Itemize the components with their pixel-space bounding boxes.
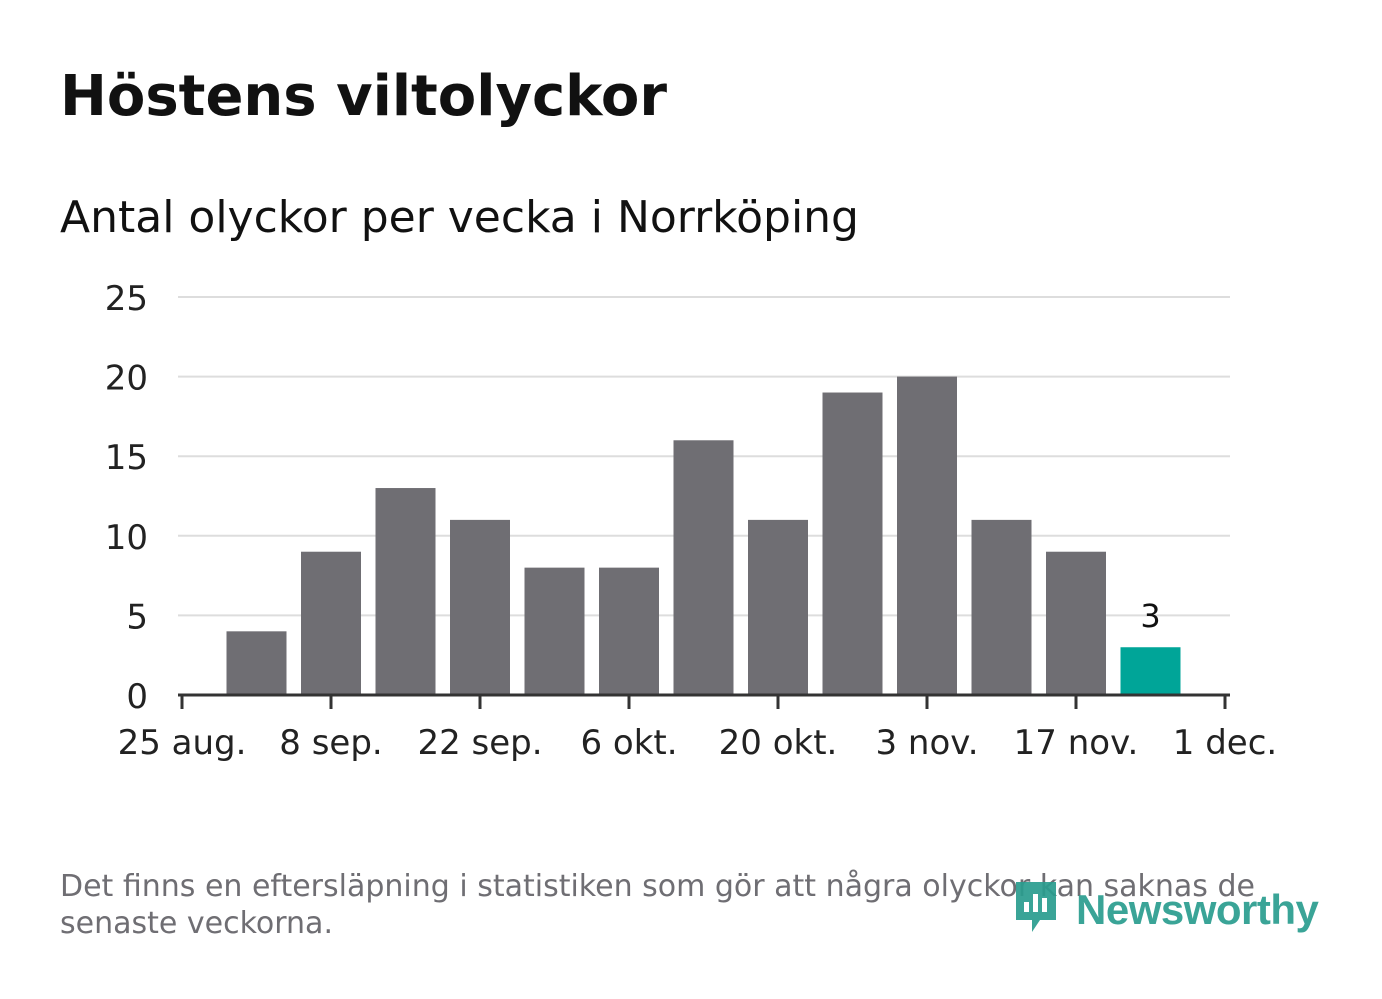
x-axis: 25 aug. 8 sep. 22 sep. 6 okt. 20 okt. 3 nov. 1… xyxy=(118,693,1277,763)
x-tick-label: 20 okt. xyxy=(719,723,838,763)
y-tick-label: 15 xyxy=(105,438,148,478)
bar xyxy=(1046,551,1106,695)
bar xyxy=(375,488,436,695)
bar-highlight xyxy=(1120,647,1181,695)
newsworthy-logo: Newsworthy xyxy=(1010,876,1319,944)
bar xyxy=(226,631,287,695)
x-tick-label: 1 dec. xyxy=(1173,723,1277,763)
bar xyxy=(971,519,1032,695)
y-tick-label: 25 xyxy=(105,279,148,319)
bar xyxy=(822,392,883,695)
x-tick-label: 17 nov. xyxy=(1014,723,1139,763)
y-tick-label: 5 xyxy=(126,597,148,637)
chart-subtitle: Antal olyckor per vecka i Norrköping xyxy=(60,192,859,243)
data-labels: 3 xyxy=(1140,597,1160,635)
y-axis-labels: 0 5 10 15 20 25 xyxy=(105,279,148,717)
bar xyxy=(599,567,659,695)
y-tick-label: 10 xyxy=(105,518,148,558)
bar xyxy=(897,376,957,695)
logo-text: Newsworthy xyxy=(1076,886,1319,933)
bar xyxy=(748,519,808,695)
x-tick-label: 22 sep. xyxy=(417,723,542,763)
bar xyxy=(524,567,585,695)
x-tick-label: 6 okt. xyxy=(580,723,677,763)
x-tick-label: 25 aug. xyxy=(118,723,247,763)
data-label: 3 xyxy=(1140,597,1160,635)
y-tick-label: 0 xyxy=(126,677,148,717)
x-tick-label: 8 sep. xyxy=(279,723,382,763)
bar xyxy=(301,551,361,695)
y-tick-label: 20 xyxy=(105,359,148,399)
chart-title: Höstens viltolyckor xyxy=(60,64,667,129)
x-tick-label: 3 nov. xyxy=(875,723,978,763)
bars xyxy=(226,376,1181,695)
newsworthy-logo-icon xyxy=(1010,876,1062,944)
bar xyxy=(450,519,510,695)
bar xyxy=(673,440,734,695)
